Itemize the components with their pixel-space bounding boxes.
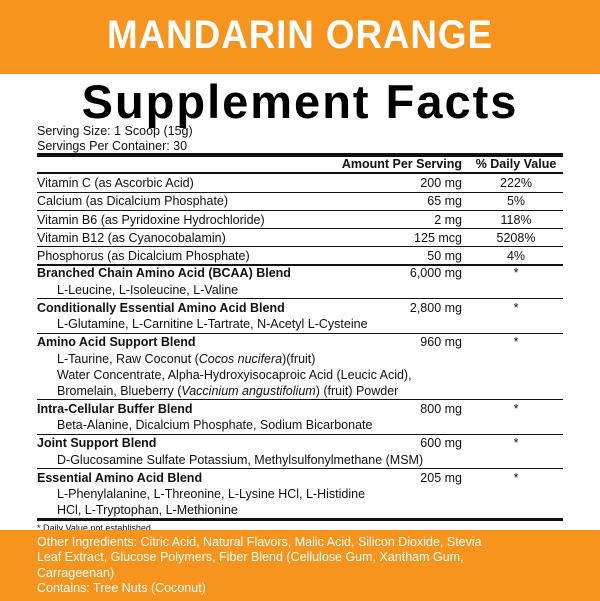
rule — [37, 468, 563, 469]
blend-name: Essential Amino Acid Blend — [37, 470, 203, 485]
other-ingredients: Other Ingredients: Citric Acid, Natural … — [37, 535, 482, 549]
blend-amount: 800 mg — [420, 401, 462, 416]
header-band: MANDARIN ORANGE — [0, 0, 600, 74]
blend-name: Amino Acid Support Blend — [37, 335, 196, 349]
ingredient-text: HCl, L-Tryptophan, L-Methionine — [57, 503, 238, 517]
ingredient-line: L-Taurine, Raw Coconut (Cocos nucifera)(… — [57, 351, 315, 367]
daily-value: * — [513, 470, 519, 485]
allergen-statement: Contains: Tree Nuts (Coconut) — [37, 580, 206, 595]
ingredient-text: ) (fruit) Powder — [315, 383, 399, 398]
ingredient-text: L-Glutamine, L-Carnitine L-Tartrate, N-A… — [57, 317, 368, 331]
column-header: Amount Per Serving — [341, 157, 462, 171]
rule — [37, 209, 563, 211]
footnote: * Daily Value not established — [37, 523, 151, 533]
rule — [37, 191, 563, 193]
rule — [37, 399, 563, 400]
rule — [37, 153, 563, 157]
nutrient-amount: 125 mcg — [414, 230, 462, 245]
footer-band: Other Ingredients: Citric Acid, Natural … — [0, 530, 600, 601]
ingredient-line: Bromelain, Blueberry (Vaccinium angustif… — [57, 383, 398, 399]
daily-value: * — [513, 266, 519, 280]
daily-value: 118% — [500, 212, 532, 227]
nutrient-name: Vitamin B12 (as Cyanocobalamin) — [37, 230, 226, 245]
blend-amount: 205 mg — [420, 470, 462, 485]
ingredient-line: HCl, L-Tryptophan, L-Methionine — [57, 502, 238, 518]
blend-amount: 960 mg — [420, 335, 462, 349]
blend-amount: 2,800 mg — [409, 300, 462, 315]
ingredient-line: L-Phenylalanine, L-Threonine, L-Lysine H… — [57, 486, 365, 502]
ingredient-line: D-Glucosamine Sulfate Potassium, Methyls… — [57, 452, 423, 468]
ingredient-text: D-Glucosamine Sulfate Potassium, Methyls… — [57, 452, 424, 467]
daily-value: * — [513, 335, 519, 349]
nutrient-amount: 50 mg — [427, 249, 462, 264]
ingredient-line: L-Leucine, L-Isoleucine, L-Valine — [57, 282, 238, 298]
blend-name: Intra-Cellular Buffer Blend — [37, 401, 193, 416]
rule — [37, 298, 563, 299]
rule — [37, 228, 563, 230]
ingredient-text: L-Leucine, L-Isoleucine, L-Valine — [57, 282, 239, 297]
blend-name: Joint Support Blend — [37, 436, 157, 450]
daily-value: 5% — [506, 194, 526, 209]
ingredient-text: L-Taurine, Raw Coconut ( — [57, 351, 199, 366]
ingredient-text: L-Phenylalanine, L-Threonine, L-Lysine H… — [57, 487, 366, 501]
other-ingredients: Leaf Extract, Glucose Polymers, Fiber Bl… — [37, 550, 464, 565]
nutrient-amount: 65 mg — [427, 194, 462, 209]
nutrient-name: Vitamin C (as Ascorbic Acid) — [37, 176, 194, 190]
rule — [37, 264, 563, 267]
product-title: MANDARIN ORANGE — [107, 13, 493, 57]
nutrient-name: Phosphorus (as Dicalcium Phosphate) — [37, 249, 250, 264]
rule — [37, 172, 563, 174]
other-ingredients: Carrageenan) — [37, 565, 115, 580]
daily-value: * — [513, 436, 519, 450]
daily-value: * — [513, 300, 519, 315]
panel-title: Supplement Facts — [81, 75, 519, 128]
blend-amount: 600 mg — [420, 436, 462, 450]
blend-amount: 6,000 mg — [409, 266, 462, 280]
ingredient-text: Beta-Alanine, Dicalcium Phosphate, Sodiu… — [57, 418, 373, 432]
servings-per-container: Servings Per Container: 30 — [37, 139, 188, 153]
daily-value: 4% — [506, 249, 526, 264]
ingredient-text: Vaccinium angustifolium — [181, 383, 316, 398]
ingredient-text: Cocos nucifera — [198, 351, 283, 366]
ingredient-text: Bromelain, Blueberry ( — [57, 383, 182, 398]
serving-size: Serving Size: 1 Scoop (15g) — [37, 124, 193, 138]
nutrient-name: Calcium (as Dicalcium Phosphate) — [37, 194, 229, 209]
ingredient-line: L-Glutamine, L-Carnitine L-Tartrate, N-A… — [57, 316, 368, 332]
nutrient-amount: 200 mg — [420, 176, 462, 190]
ingredient-text: )(fruit) — [282, 351, 316, 366]
ingredient-text: Water Concentrate, Alpha-Hydroxyisocapro… — [57, 367, 412, 382]
column-header: % Daily Value — [475, 157, 557, 171]
ingredient-line: Water Concentrate, Alpha-Hydroxyisocapro… — [57, 367, 412, 383]
nutrient-amount: 2 mg — [434, 212, 462, 227]
ingredient-line: Beta-Alanine, Dicalcium Phosphate, Sodiu… — [57, 417, 372, 433]
rule — [37, 433, 563, 435]
blend-name: Branched Chain Amino Acid (BCAA) Blend — [37, 266, 291, 280]
daily-value: * — [513, 401, 519, 416]
rule — [37, 246, 563, 248]
daily-value: 222% — [500, 176, 532, 190]
rule — [37, 517, 563, 521]
blend-name: Conditionally Essential Amino Acid Blend — [37, 300, 285, 315]
daily-value: 5208% — [496, 230, 536, 245]
rule — [37, 332, 563, 334]
nutrient-name: Vitamin B6 (as Pyridoxine Hydrochloride) — [37, 212, 265, 227]
